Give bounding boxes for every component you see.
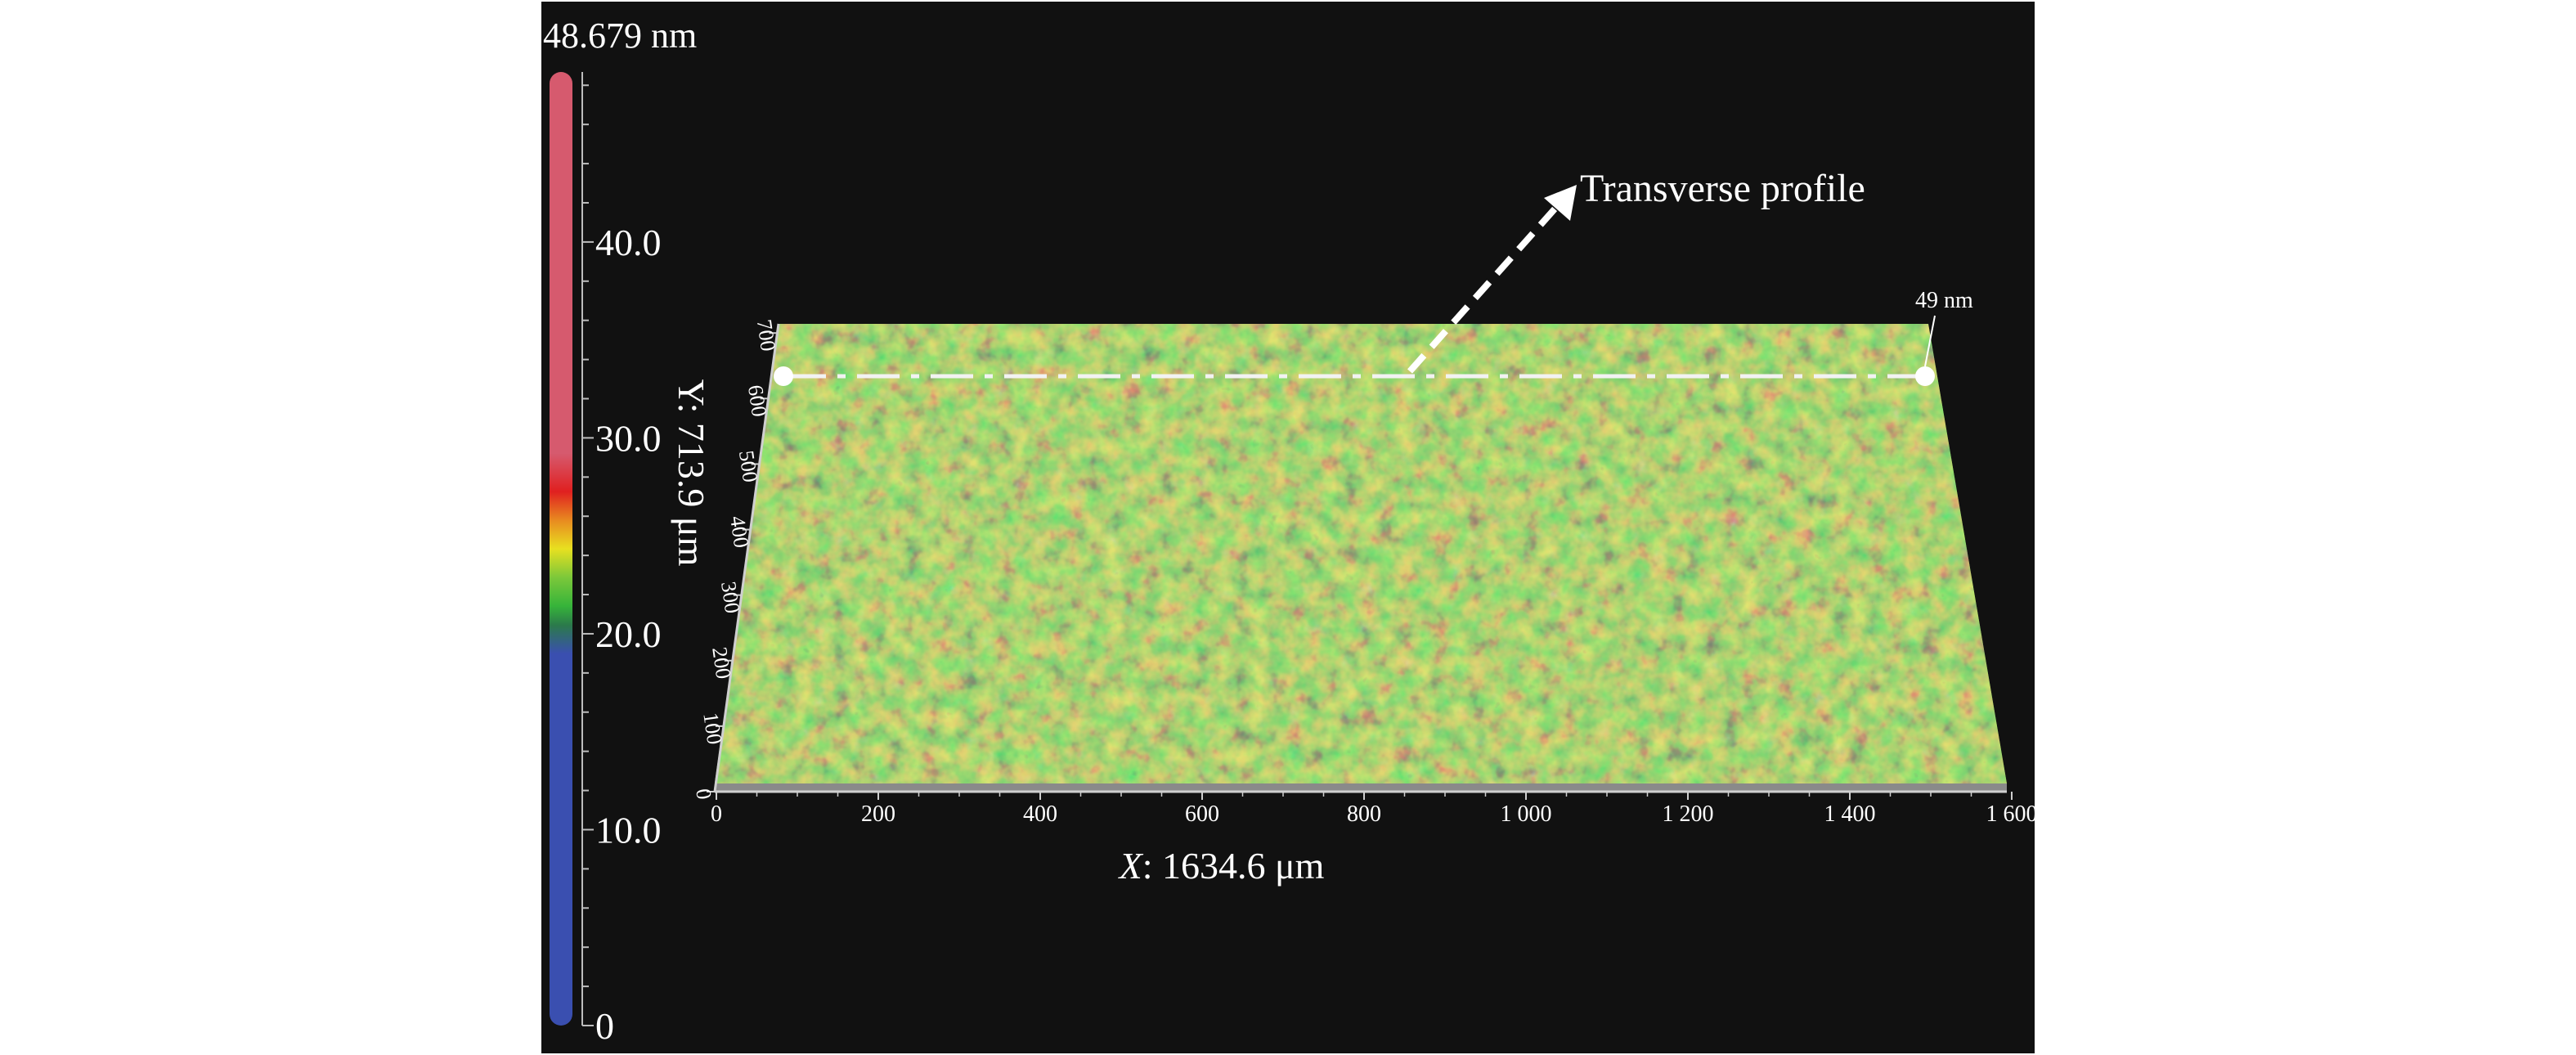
y-axis-ticks: 0 100 200 300 400 500 600 700 [691, 318, 780, 801]
colorbar-tick-label: 20.0 [595, 613, 662, 655]
y-tick-label: 0 [691, 787, 716, 801]
x-axis-label: X: 1634.6 μm [1118, 845, 1325, 887]
y-tick-label: 700 [752, 318, 780, 353]
x-tick-label: 600 [1185, 801, 1219, 827]
x-tick-label: 0 [711, 801, 722, 827]
colorbar-gradient [550, 72, 572, 1026]
y-tick-label: 600 [743, 384, 771, 419]
x-tick-label: 1 000 [1501, 801, 1552, 827]
x-tick-label: 200 [861, 801, 895, 827]
x-tick-label: 1 600 [1986, 801, 2035, 827]
colorbar-tick-label: 40.0 [595, 222, 662, 263]
x-axis-ticks: 0 200 400 600 800 1 000 1 200 1 400 1 600 [711, 792, 2035, 827]
surface-front-edge [715, 783, 2007, 792]
y-tick-label: 400 [725, 514, 753, 550]
y-tick-label: 300 [716, 580, 744, 615]
x-axis-label-rest: : 1634.6 μm [1142, 845, 1325, 887]
x-tick-label: 1 400 [1824, 801, 1876, 827]
annotation-arrow-shaft [1407, 202, 1561, 374]
colorbar-max-label: 48.679 nm [543, 16, 697, 56]
surface-plot-panel: 40.0 30.0 20.0 10.0 0 48.679 nm 0 200 400 600 80… [541, 2, 2035, 1053]
y-tick-label: 500 [734, 449, 762, 484]
y-axis-label: Y: 713.9 μm [671, 379, 712, 567]
profile-end-marker [1915, 366, 1935, 386]
x-tick-label: 400 [1023, 801, 1057, 827]
colorbar-ticks: 40.0 30.0 20.0 10.0 0 [581, 72, 662, 1047]
x-axis-label-var: X [1118, 845, 1144, 887]
colorbar-tick-label: 10.0 [595, 809, 662, 851]
colorbar-tick-label: 30.0 [595, 417, 662, 459]
x-tick-label: 1 200 [1663, 801, 1714, 827]
colorbar-tick-label: 0 [595, 1005, 614, 1047]
y-tick-label: 200 [707, 645, 735, 680]
x-tick-label: 800 [1347, 801, 1381, 827]
height-label: 49 nm [1915, 288, 1973, 313]
height-leader-line [1924, 315, 1936, 367]
y-axis-line [713, 323, 780, 792]
profile-start-marker [774, 366, 793, 386]
height-map-surface [715, 324, 2007, 783]
y-tick-label: 100 [698, 711, 726, 746]
annotation-label: Transverse profile [1580, 167, 1865, 210]
surface-plot: 40.0 30.0 20.0 10.0 0 48.679 nm 0 200 400 600 80… [543, 16, 2035, 1047]
annotation-arrow-head [1544, 185, 1577, 221]
